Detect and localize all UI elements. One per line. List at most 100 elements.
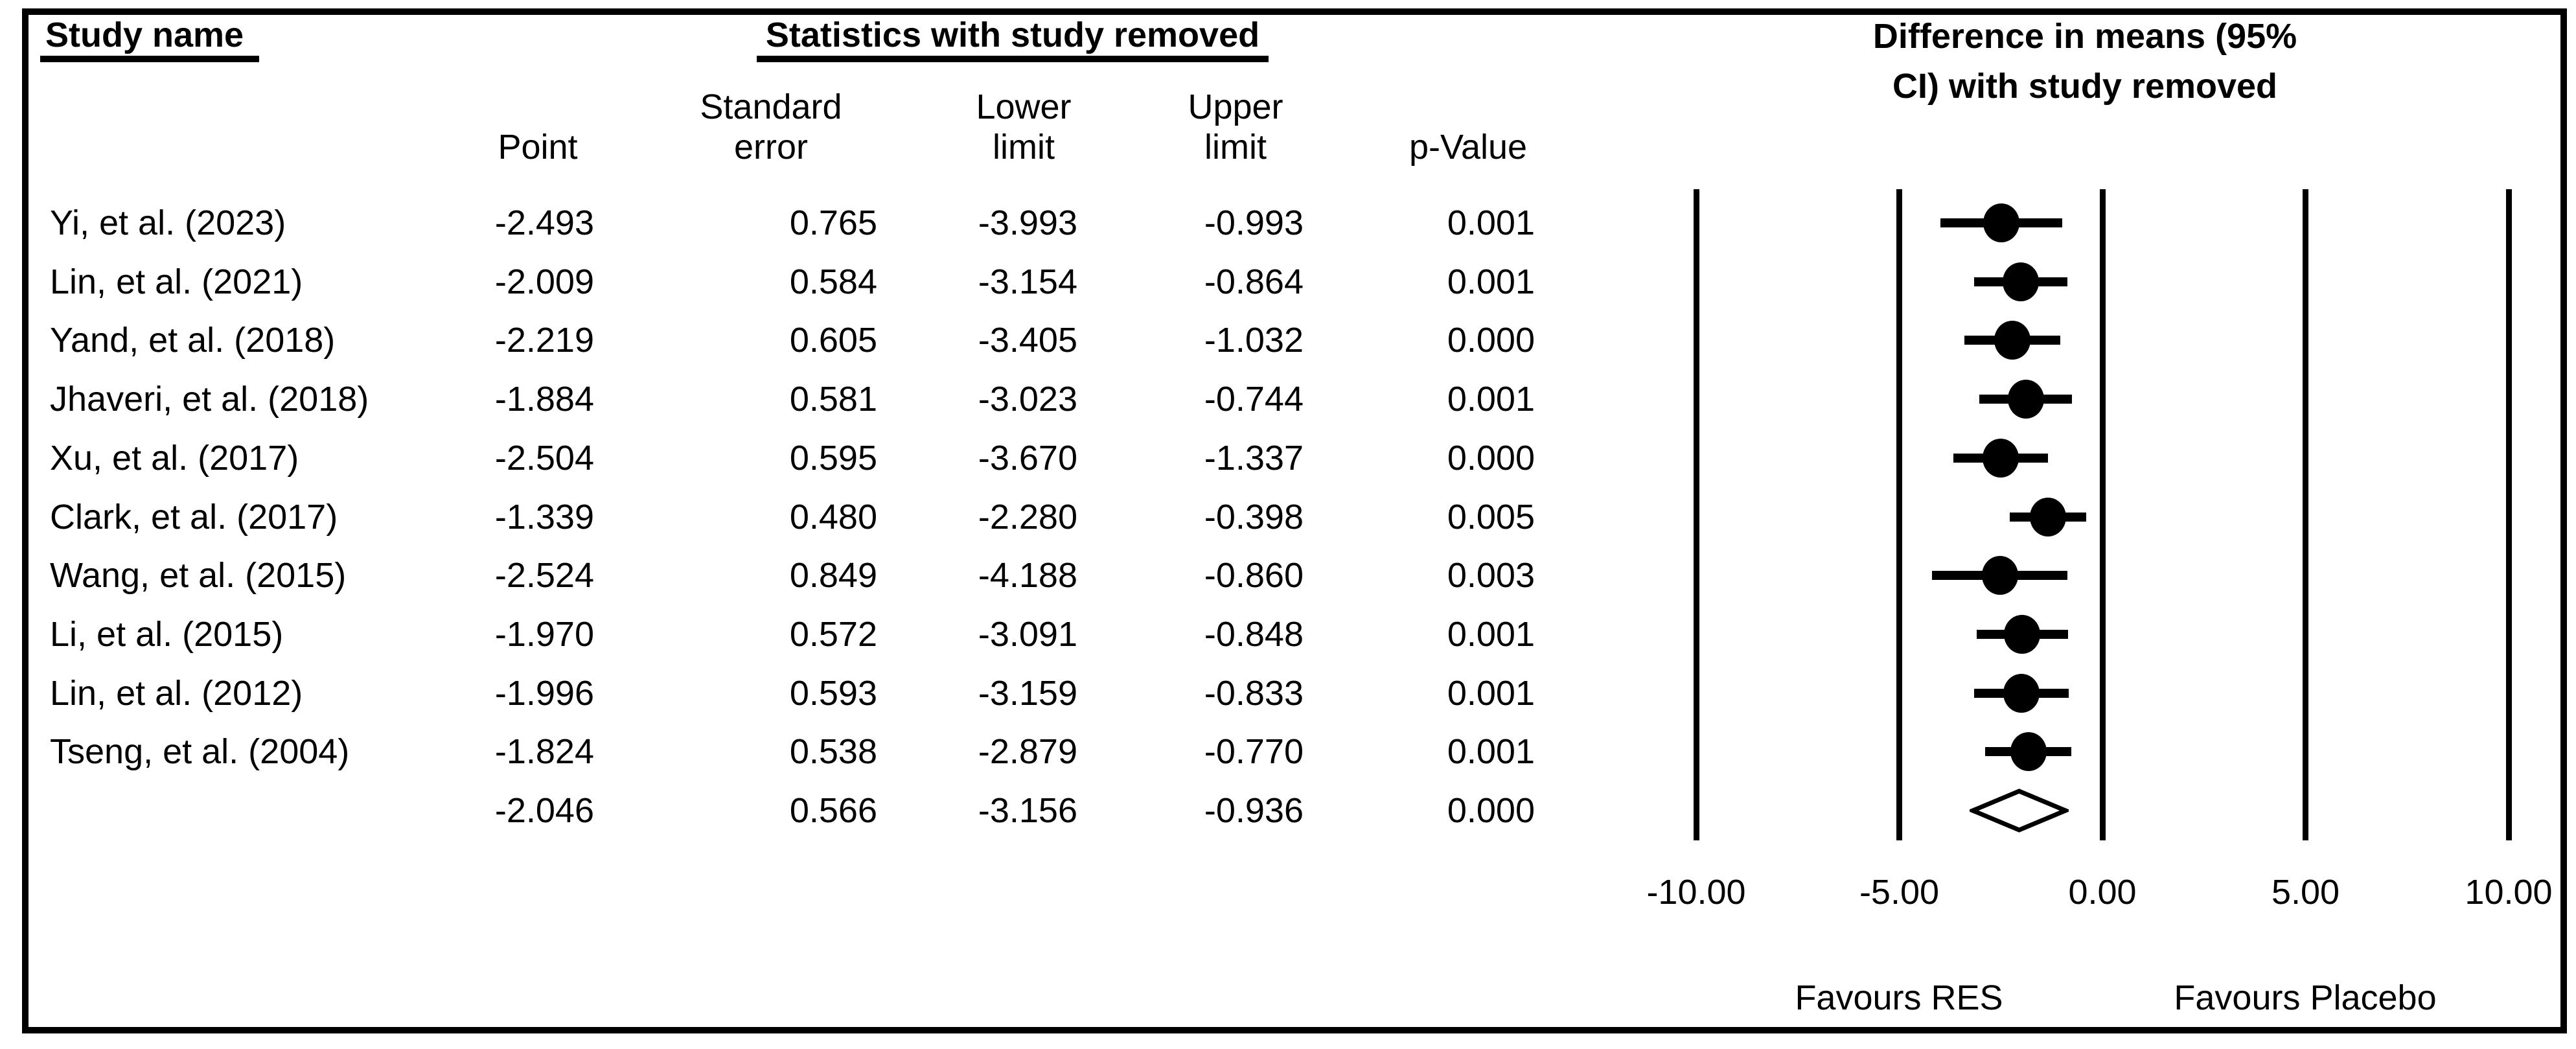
p-value: 0.000 — [1447, 438, 1535, 478]
overall-diamond — [1970, 789, 2069, 833]
study-value: Wang, et al. (2015) — [50, 556, 347, 595]
upper-value: -0.770 — [1204, 732, 1304, 772]
upper-value: -0.860 — [1204, 556, 1304, 595]
se-value: 0.581 — [789, 380, 877, 419]
axis-tick-label: 5.00 — [2271, 873, 2340, 912]
column-header-standard-error: Standard error — [674, 87, 868, 167]
lower-value: -3.405 — [978, 321, 1077, 360]
p-value: 0.005 — [1447, 497, 1535, 536]
se-value: 0.593 — [789, 673, 877, 713]
table-row: Lin, et al. (2021) -2.009 0.584 -3.154 -0.86… — [0, 253, 1620, 311]
study-value: Li, et al. (2015) — [50, 614, 284, 654]
column-header-upper-limit-line2: limit — [1204, 128, 1267, 167]
se-value: 0.605 — [789, 321, 877, 360]
column-header-lower-limit-line2: limit — [993, 128, 1055, 167]
p-value: 0.001 — [1447, 732, 1535, 772]
upper-value: -1.032 — [1204, 321, 1304, 360]
se-value: 0.765 — [789, 203, 877, 242]
overall-p-value: 0.000 — [1447, 791, 1535, 830]
axis-gridline — [2303, 189, 2308, 840]
axis-tick-label: 0.00 — [2068, 873, 2137, 912]
lower-value: -2.879 — [978, 732, 1077, 772]
plot-title-line1: Difference in means (95% — [1872, 17, 2297, 56]
study-value: Yand, et al. (2018) — [50, 321, 336, 360]
axis-tick-label: -5.00 — [1859, 873, 1940, 912]
axis-gridline — [2505, 189, 2512, 840]
study-value: Lin, et al. (2021) — [50, 262, 303, 301]
point-estimate-marker — [2007, 380, 2044, 419]
p-value: 0.001 — [1447, 673, 1535, 713]
lower-value: -3.154 — [978, 262, 1077, 301]
point-value: -1.884 — [494, 380, 594, 419]
point-value: -2.504 — [494, 438, 594, 478]
table-row: Lin, et al. (2012) -1.996 0.593 -3.159 -0.83… — [0, 664, 1620, 722]
point-estimate-marker — [1981, 556, 2018, 595]
column-header-standard-error-line1: Standard — [700, 87, 842, 126]
overall-se-value: 0.566 — [789, 791, 877, 830]
table-row: Li, et al. (2015) -1.970 0.572 -3.091 -0.848… — [0, 605, 1620, 663]
point-value: -2.009 — [494, 262, 594, 301]
lower-value: -4.188 — [978, 556, 1077, 595]
overall-lower-value: -3.156 — [978, 791, 1077, 830]
upper-value: -0.848 — [1204, 614, 1304, 654]
table-row: Jhaveri, et al. (2018) -1.884 0.581 -3.023 -… — [0, 370, 1620, 428]
lower-value: -3.670 — [978, 438, 1077, 478]
lower-value: -2.280 — [978, 497, 1077, 536]
column-header-point: Point — [498, 128, 578, 167]
study-value: Tseng, et al. (2004) — [50, 732, 350, 772]
axis-tick-label: 10.00 — [2465, 873, 2553, 912]
p-value: 0.001 — [1447, 614, 1535, 654]
p-value: 0.000 — [1447, 321, 1535, 360]
lower-value: -3.993 — [978, 203, 1077, 242]
overall-upper-value: -0.936 — [1204, 791, 1304, 830]
axis-gridline — [1693, 189, 1699, 840]
table-row: Yand, et al. (2018) -2.219 0.605 -3.405 -1.0… — [0, 311, 1620, 369]
point-value: -2.493 — [494, 203, 594, 242]
column-header-study-name: Study name — [40, 14, 259, 62]
point-estimate-marker — [2003, 262, 2040, 301]
point-value: -2.219 — [494, 321, 594, 360]
favours-left-label: Favours RES — [1795, 978, 2003, 1017]
column-header-lower-limit: Lower limit — [926, 87, 1121, 167]
point-value: -1.970 — [494, 614, 594, 654]
axis-gridline — [1896, 189, 1902, 840]
point-estimate-marker — [1982, 438, 2019, 478]
point-estimate-marker — [2010, 732, 2047, 772]
study-value: Clark, et al. (2017) — [50, 497, 338, 536]
column-header-upper-limit: Upper limit — [1138, 87, 1333, 167]
point-value: -1.824 — [494, 732, 594, 772]
table-row: Xu, et al. (2017) -2.504 0.595 -3.670 -1.337… — [0, 429, 1620, 487]
point-value: -1.339 — [494, 497, 594, 536]
plot-title: Difference in means (95% CI) with study … — [1858, 12, 2312, 111]
upper-value: -0.864 — [1204, 262, 1304, 301]
lower-value: -3.023 — [978, 380, 1077, 419]
study-value: Jhaveri, et al. (2018) — [50, 380, 369, 419]
upper-value: -0.833 — [1204, 673, 1304, 713]
column-group-header-statistics: Statistics with study removed — [757, 14, 1269, 62]
upper-value: -1.337 — [1204, 438, 1304, 478]
column-header-upper-limit-line1: Upper — [1188, 87, 1283, 126]
lower-value: -3.159 — [978, 673, 1077, 713]
se-value: 0.572 — [789, 614, 877, 654]
point-value: -1.996 — [494, 673, 594, 713]
table-row: Wang, et al. (2015) -2.524 0.849 -4.188 -0.8… — [0, 546, 1620, 605]
se-value: 0.849 — [789, 556, 877, 595]
table-row: Tseng, et al. (2004) -1.824 0.538 -2.879 -0.… — [0, 722, 1620, 781]
axis-gridline — [2099, 189, 2106, 840]
p-value: 0.001 — [1447, 380, 1535, 419]
p-value: 0.001 — [1447, 262, 1535, 301]
upper-value: -0.398 — [1204, 497, 1304, 536]
study-value: Lin, et al. (2012) — [50, 673, 303, 713]
overall-point-value: -2.046 — [494, 791, 594, 830]
study-value: Xu, et al. (2017) — [50, 438, 299, 478]
column-header-lower-limit-line1: Lower — [976, 87, 1072, 126]
se-value: 0.538 — [789, 732, 877, 772]
se-value: 0.584 — [789, 262, 877, 301]
point-estimate-marker — [1983, 203, 2019, 242]
lower-value: -3.091 — [978, 614, 1077, 654]
p-value: 0.003 — [1447, 556, 1535, 595]
table-row: Clark, et al. (2017) -1.339 0.480 -2.280 -0.… — [0, 488, 1620, 546]
study-value: Yi, et al. (2023) — [50, 203, 286, 242]
point-estimate-marker — [2003, 673, 2040, 713]
